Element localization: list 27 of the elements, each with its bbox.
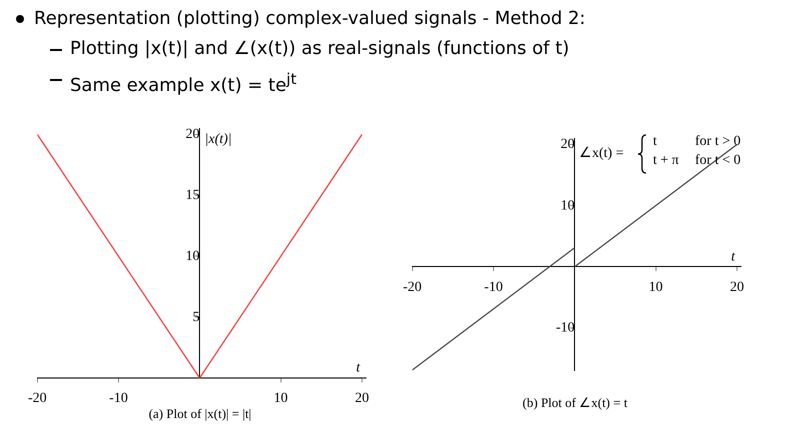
annotation: ∠x(t) = [579,145,624,162]
y-tick-label: -10 [556,320,575,336]
x-tick-label: -20 [402,280,422,295]
x-axis-title: t [731,249,736,264]
x-tick-label: 10 [274,391,288,406]
x-tick-label: 20 [354,391,369,406]
x-tick-label: -10 [109,391,128,406]
x-tick-label: 20 [730,280,744,295]
annotation: t [653,134,657,150]
chart-title: Representation (plotting) complex-valued signals - Method 2: [34,8,586,29]
x-tick-label: -20 [28,391,47,406]
text: (a) Plot of |x(t)| = |t| [148,406,252,422]
text: Plotting |x(t)| and ∠(x(t)) as real-signals (functions of t) [70,38,570,59]
y-tick-label: 10 [560,198,575,214]
y-tick-label: 10 [186,248,200,264]
y-tick-label: 5 [192,310,200,325]
x-axis-title: t [356,360,362,376]
text: (b) Plot of ∠x(t) = t [522,395,628,411]
annotation: t + π [653,153,679,169]
y-axis-title: |x(t)| [204,132,232,148]
y-tick-label: 20 [560,137,575,152]
annotation: for t > 0 [695,134,741,150]
y-tick-label: 15 [186,188,200,204]
text: Same example x(t) = te$^{jt}$ [70,70,296,96]
x-tick-label: -10 [484,280,503,295]
y-tick-label: 20 [186,127,200,142]
x-tick-label: 10 [648,280,663,295]
